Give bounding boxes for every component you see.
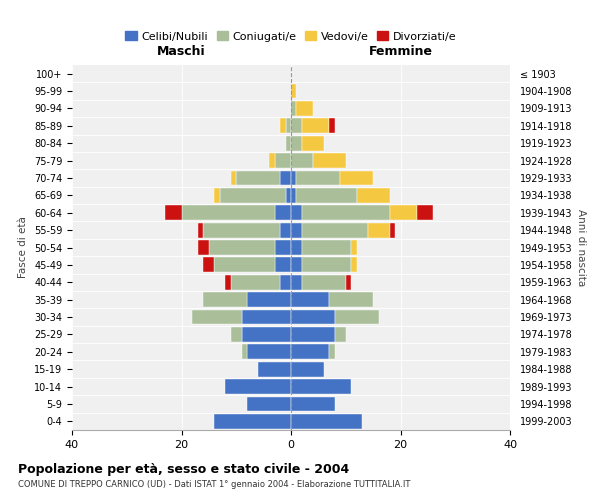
Bar: [351, 258, 357, 272]
Bar: [389, 206, 417, 220]
Bar: [291, 292, 329, 307]
Bar: [291, 240, 302, 255]
Bar: [302, 258, 351, 272]
Bar: [329, 292, 373, 307]
Bar: [286, 188, 291, 202]
Bar: [302, 240, 351, 255]
Text: Femmine: Femmine: [368, 44, 433, 58]
Bar: [280, 275, 291, 289]
Bar: [291, 170, 296, 186]
Bar: [291, 188, 296, 202]
Bar: [302, 118, 329, 133]
Bar: [193, 310, 242, 324]
Bar: [286, 118, 291, 133]
Bar: [231, 327, 242, 342]
Bar: [291, 206, 302, 220]
Bar: [231, 275, 280, 289]
Bar: [209, 240, 275, 255]
Bar: [368, 222, 389, 238]
Bar: [291, 222, 302, 238]
Bar: [198, 222, 203, 238]
Bar: [291, 414, 362, 428]
Bar: [203, 258, 214, 272]
Bar: [236, 170, 280, 186]
Bar: [203, 292, 247, 307]
Bar: [280, 170, 291, 186]
Bar: [275, 240, 291, 255]
Bar: [296, 101, 313, 116]
Bar: [220, 188, 286, 202]
Bar: [291, 362, 324, 376]
Bar: [291, 396, 335, 411]
Bar: [291, 101, 296, 116]
Bar: [247, 396, 291, 411]
Bar: [302, 206, 389, 220]
Bar: [198, 240, 209, 255]
Bar: [302, 222, 368, 238]
Bar: [356, 188, 389, 202]
Bar: [280, 118, 286, 133]
Bar: [258, 362, 291, 376]
Bar: [291, 153, 313, 168]
Bar: [242, 310, 291, 324]
Bar: [335, 310, 379, 324]
Bar: [291, 118, 302, 133]
Bar: [296, 170, 340, 186]
Text: COMUNE DI TREPPO CARNICO (UD) - Dati ISTAT 1° gennaio 2004 - Elaborazione TUTTIT: COMUNE DI TREPPO CARNICO (UD) - Dati IST…: [18, 480, 410, 489]
Bar: [291, 327, 335, 342]
Bar: [214, 414, 291, 428]
Bar: [280, 222, 291, 238]
Text: Popolazione per età, sesso e stato civile - 2004: Popolazione per età, sesso e stato civil…: [18, 462, 349, 475]
Bar: [329, 118, 335, 133]
Bar: [214, 188, 220, 202]
Bar: [203, 222, 280, 238]
Bar: [182, 206, 275, 220]
Bar: [291, 136, 302, 150]
Bar: [275, 153, 291, 168]
Bar: [242, 327, 291, 342]
Bar: [296, 188, 357, 202]
Bar: [286, 136, 291, 150]
Bar: [346, 275, 351, 289]
Bar: [389, 222, 395, 238]
Bar: [302, 136, 324, 150]
Bar: [291, 84, 296, 98]
Text: Maschi: Maschi: [157, 44, 206, 58]
Bar: [291, 379, 351, 394]
Bar: [351, 240, 357, 255]
Legend: Celibi/Nubili, Coniugati/e, Vedovi/e, Divorziati/e: Celibi/Nubili, Coniugati/e, Vedovi/e, Di…: [121, 27, 461, 46]
Bar: [247, 344, 291, 359]
Bar: [291, 344, 329, 359]
Bar: [247, 292, 291, 307]
Bar: [291, 310, 335, 324]
Bar: [329, 344, 335, 359]
Bar: [242, 344, 247, 359]
Bar: [302, 275, 346, 289]
Bar: [340, 170, 373, 186]
Bar: [291, 258, 302, 272]
Bar: [313, 153, 346, 168]
Bar: [165, 206, 182, 220]
Y-axis label: Anni di nascita: Anni di nascita: [577, 209, 586, 286]
Bar: [214, 258, 275, 272]
Y-axis label: Fasce di età: Fasce di età: [19, 216, 28, 278]
Bar: [417, 206, 433, 220]
Bar: [335, 327, 346, 342]
Bar: [275, 258, 291, 272]
Bar: [291, 275, 302, 289]
Bar: [226, 379, 291, 394]
Bar: [275, 206, 291, 220]
Bar: [226, 275, 231, 289]
Bar: [269, 153, 275, 168]
Bar: [231, 170, 236, 186]
